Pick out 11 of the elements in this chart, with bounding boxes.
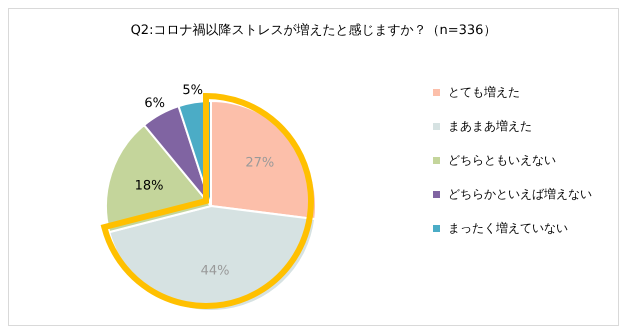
data-label: 44%	[200, 263, 230, 278]
legend-label: とても増えた	[448, 84, 520, 100]
legend-label: まあまあ増えた	[448, 118, 532, 134]
data-label: 18%	[134, 178, 164, 194]
chart-title: Q2:コロナ禍以降ストレスが増えたと感じますか？（n=336）	[130, 22, 498, 39]
data-label: 5%	[182, 82, 204, 98]
data-label: 6%	[144, 96, 165, 111]
data-label: 27%	[245, 155, 274, 170]
legend-label: どちらともいえない	[448, 152, 556, 168]
legend-label: まったく増えていない	[448, 220, 568, 236]
legend-label: どちらかといえば増えない	[448, 186, 592, 202]
